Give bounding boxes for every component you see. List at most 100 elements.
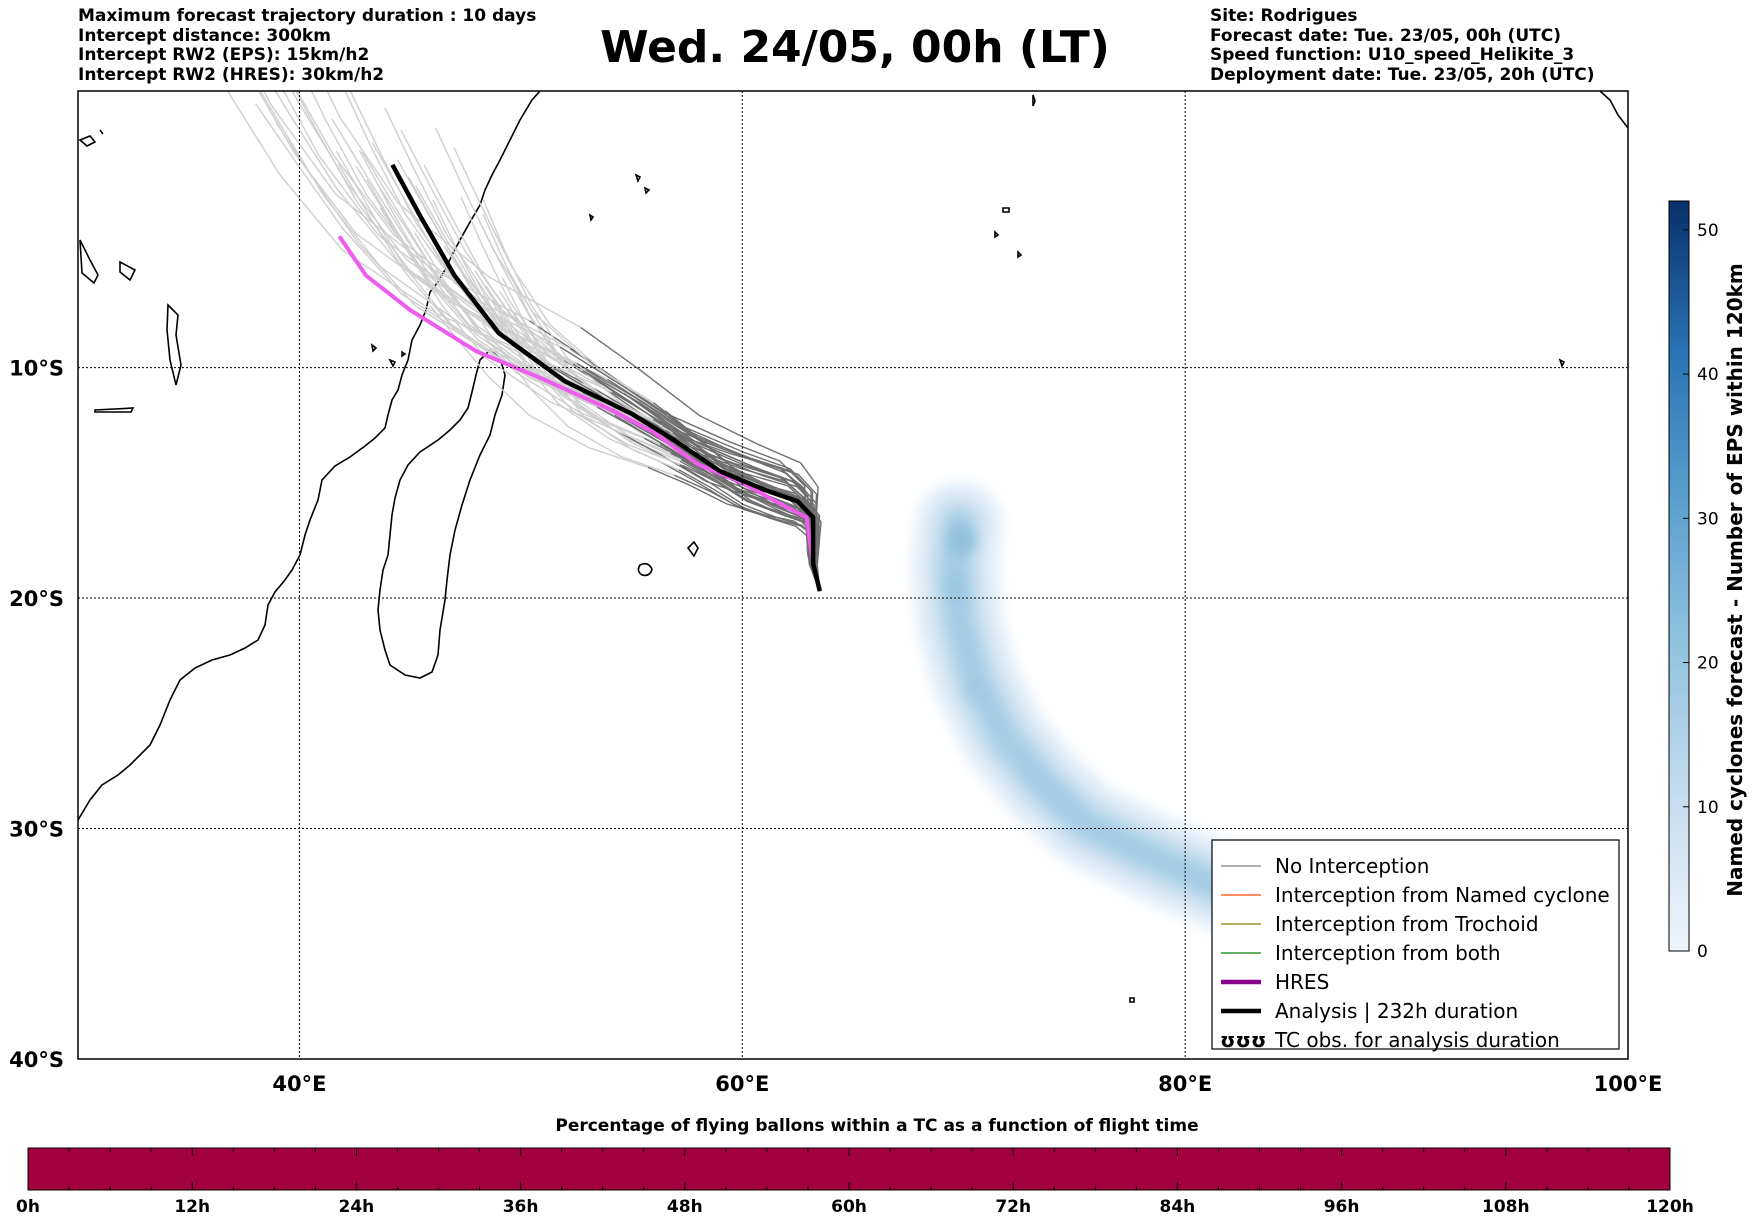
time-bar-label: 24h [339, 1197, 375, 1217]
lon-tick-label: 40°E [272, 1072, 326, 1096]
legend-label: Interception from Named cyclone [1275, 883, 1610, 907]
time-bar-label: 120h [1646, 1197, 1694, 1217]
eps-trajectory-tail [226, 91, 533, 356]
reunion-island [637, 562, 653, 577]
socotra-region [78, 129, 104, 147]
time-bar-label: 108h [1482, 1197, 1530, 1217]
comoros-islands [370, 343, 407, 368]
legend-box [1211, 839, 1620, 1050]
colorbar-ticks: 0 10 20 30 40 50 [1683, 221, 1719, 962]
colorbar-tick-label: 20 [1697, 654, 1719, 674]
legend-label: TC obs. for analysis duration [1274, 1028, 1560, 1052]
legend-symbol: ʊʊʊ [1220, 1028, 1266, 1052]
lat-tick-label: 10°S [9, 357, 64, 381]
eps-trajectory-tail [282, 91, 561, 348]
eps-trajectory [680, 459, 821, 592]
intercept-hres-text: Intercept RW2 (HRES): 30km/h2 [78, 64, 385, 85]
cyclone-density-layer [910, 480, 1318, 954]
max-duration-text: Maximum forecast trajectory duration : 1… [78, 6, 537, 26]
lat-tick-label: 30°S [9, 818, 64, 842]
time-bar-ticks [27, 1148, 1671, 1190]
intercept-eps-text: Intercept RW2 (EPS): 15km/h2 [78, 45, 370, 65]
africa-coastline [78, 91, 541, 821]
eps-trajectory-tail [294, 91, 584, 372]
time-bar-labels: 0h 12h 24h 36h 48h 60h 72h 84h 96h 108h 120h [16, 1197, 1694, 1217]
colorbar: 0 10 20 30 40 50 Named cyclones forecast - Nu… [1668, 200, 1747, 962]
colorbar-tick-label: 30 [1697, 509, 1719, 529]
eps-trajectory-tail [344, 91, 608, 380]
intercept-distance-text: Intercept distance: 300km [78, 25, 331, 46]
coastlines [78, 91, 1628, 1003]
legend-label: Analysis | 232h duration [1275, 999, 1518, 1023]
time-bar-label: 84h [1160, 1197, 1196, 1217]
maldives-islands [1032, 94, 1036, 107]
chagos-islands [994, 207, 1023, 259]
lon-tick-label: 100°E [1594, 1072, 1663, 1096]
eps-trajectory-tail [262, 91, 530, 322]
hres-trajectory [337, 235, 822, 590]
time-bar: 0h 12h 24h 36h 48h 60h 72h 84h 96h 108h 120h [16, 1147, 1694, 1217]
density-peak [940, 572, 969, 601]
colorbar-gradient [1668, 200, 1690, 952]
lat-tick-label: 20°S [9, 587, 64, 611]
eps-trajectory-tail [296, 91, 571, 350]
eps-trajectory-tail [474, 270, 671, 454]
latitude-labels: 10°S 20°S 30°S 40°S [9, 357, 64, 1072]
amsterdam-island [1129, 997, 1135, 1003]
map-title: Wed. 24/05, 00h (LT) [600, 22, 1110, 73]
eps-trajectory-tail [335, 150, 598, 408]
analysis-trajectory [390, 163, 822, 592]
legend-entries: No Interception Interception from Named c… [1220, 854, 1610, 1052]
eps-trajectory-tail [326, 91, 582, 329]
sumatra-coastline [1599, 91, 1628, 129]
eps-trajectory-tail [482, 199, 673, 434]
longitude-labels: 40°E 60°E 80°E 100°E [272, 1072, 1662, 1096]
lon-tick-label: 80°E [1158, 1072, 1212, 1096]
speed-function-text: Speed function: U10_speed_Helikite_3 [1210, 45, 1575, 65]
colorbar-tick-label: 0 [1697, 942, 1708, 962]
mauritius-island [686, 540, 699, 558]
eps-trajectory-tail [435, 127, 654, 404]
eps-trajectory-tail [274, 91, 577, 364]
header-info-left: Maximum forecast trajectory duration : 1… [78, 6, 537, 85]
forecast-date-text: Forecast date: Tue. 23/05, 00h (UTC) [1210, 25, 1561, 46]
time-bar-label: 72h [995, 1197, 1031, 1217]
seychelles-islands [588, 173, 651, 223]
eps-trajectory-tail [477, 217, 673, 441]
madagascar-coastline [377, 348, 506, 679]
time-bar-title: Percentage of flying ballons within a TC… [555, 1116, 1199, 1136]
eps-trajectory-tail [429, 305, 649, 469]
map-frame [77, 90, 1629, 1060]
eps-trajectory-tail [254, 103, 573, 386]
time-bar-label: 48h [667, 1197, 703, 1217]
colorbar-label: Named cyclones forecast - Number of EPS … [1723, 263, 1747, 897]
density-peak [945, 524, 978, 557]
eps-trajectory-tail [396, 159, 636, 416]
legend-label: Interception from Trochoid [1275, 912, 1539, 936]
eps-trajectory-tail [259, 91, 554, 370]
eps-trajectories [226, 91, 822, 592]
cocos-islands [1558, 358, 1566, 369]
eps-trajectory-tail [331, 118, 613, 393]
time-bar-label: 12h [174, 1197, 210, 1217]
map-content [78, 91, 1628, 1003]
time-bar-label: 0h [16, 1197, 40, 1217]
legend: No Interception Interception from Named c… [1211, 839, 1620, 1052]
deployment-date-text: Deployment date: Tue. 23/05, 20h (UTC) [1210, 64, 1595, 85]
time-bar-label: 60h [831, 1197, 867, 1217]
eps-trajectory-tail [507, 304, 680, 471]
time-bar-label: 36h [503, 1197, 539, 1217]
site-text: Site: Rodrigues [1210, 6, 1358, 26]
eps-trajectory [682, 464, 821, 592]
east-africa-lakes [79, 239, 182, 413]
density-peak [996, 735, 1020, 760]
colorbar-tick-label: 10 [1697, 798, 1719, 818]
eps-trajectory-tail [490, 299, 683, 466]
eps-trajectory-tail [349, 91, 604, 388]
eps-trajectory-tail [481, 323, 675, 476]
legend-label: No Interception [1275, 854, 1429, 878]
eps-trajectory-tail [355, 165, 615, 416]
colorbar-tick-label: 50 [1697, 221, 1719, 241]
colorbar-tick-label: 40 [1697, 365, 1719, 385]
